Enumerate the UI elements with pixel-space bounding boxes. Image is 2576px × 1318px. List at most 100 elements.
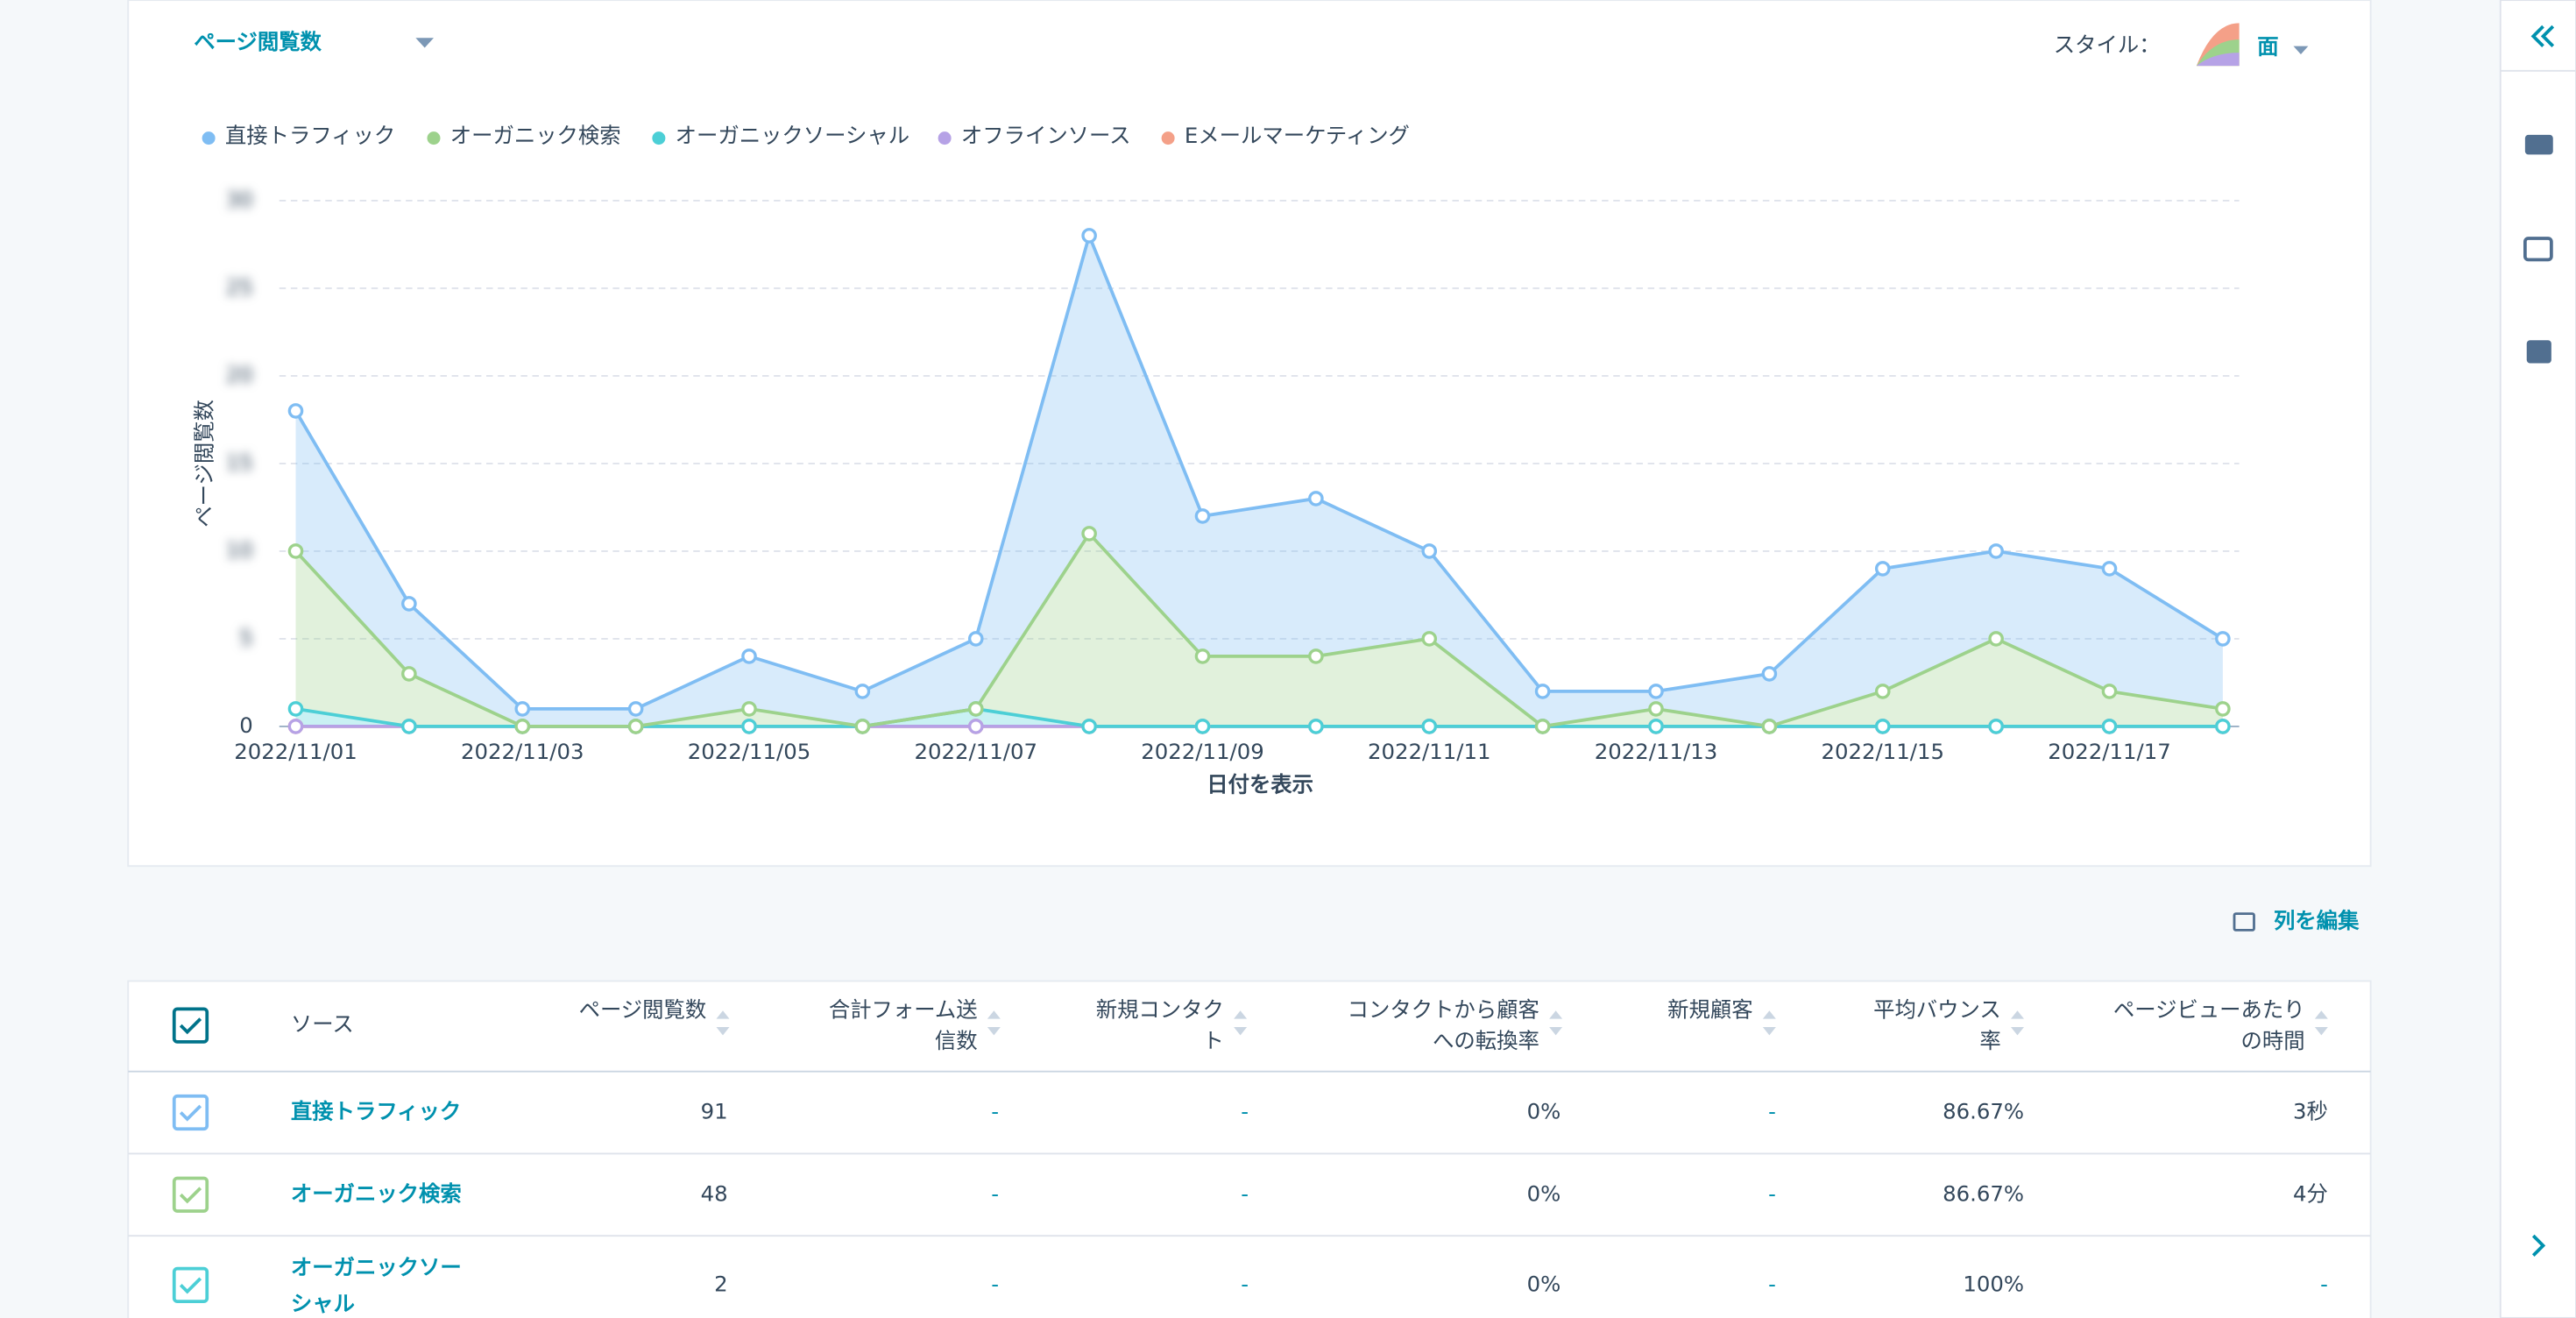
data-point — [1534, 719, 1551, 734]
x-tick-label: 2022/11/01 — [234, 739, 357, 764]
data-point — [287, 543, 304, 559]
data-point — [287, 403, 304, 419]
data-point — [2215, 719, 2231, 734]
data-point — [1421, 543, 1438, 559]
y-tick-label: 15 — [226, 450, 253, 475]
data-point — [1308, 491, 1324, 507]
table-cell: - — [1241, 1099, 1249, 1124]
table-cell: - — [1768, 1099, 1776, 1124]
data-point — [1194, 648, 1211, 664]
source-name[interactable]: オーガニック検索 — [291, 1180, 462, 1206]
table-cell: - — [991, 1099, 999, 1124]
window-icon[interactable] — [2523, 237, 2553, 262]
column-header: コンタクトから顧客 — [1348, 996, 1539, 1022]
legend-dot — [938, 131, 952, 145]
legend-label: Eメールマーケティング — [1185, 123, 1410, 148]
x-tick-label: 2022/11/15 — [1822, 739, 1944, 764]
data-point — [2215, 701, 2231, 717]
source-name[interactable]: シャル — [291, 1291, 355, 1316]
data-point — [2101, 719, 2118, 734]
x-tick-label: 2022/11/09 — [1141, 739, 1263, 764]
style-label: スタイル： — [2054, 32, 2161, 58]
data-point — [1648, 684, 1664, 699]
series-line — [294, 230, 2224, 711]
title-caret[interactable] — [415, 38, 434, 48]
table-cell: 86.67% — [1943, 1099, 2024, 1124]
table-cell: - — [1241, 1180, 1249, 1206]
table-cell: 48 — [701, 1180, 728, 1206]
legend-label: オーガニックソーシャル — [676, 123, 909, 148]
expand-icon[interactable] — [2531, 1234, 2546, 1257]
table-cell: 91 — [701, 1099, 728, 1124]
row-checkbox[interactable] — [172, 1176, 209, 1213]
data-point — [514, 701, 531, 717]
column-header: 合計フォーム送 — [829, 996, 978, 1022]
source-name[interactable]: オーガニックソー — [291, 1255, 462, 1280]
data-point — [514, 719, 531, 734]
data-point — [627, 701, 644, 717]
table-card — [127, 980, 2372, 1318]
row-checkbox[interactable] — [172, 1266, 209, 1303]
row-checkbox[interactable] — [172, 1094, 209, 1131]
header-checkbox[interactable] — [172, 1007, 209, 1044]
data-point — [1421, 719, 1438, 734]
data-point — [287, 701, 304, 717]
column-header: 新規コンタク — [1096, 996, 1224, 1022]
data-point — [1988, 719, 2004, 734]
source-name[interactable]: 直接トラフィック — [291, 1099, 461, 1124]
column-header: 率 — [1979, 1028, 2000, 1053]
table-cell: 3秒 — [2293, 1099, 2328, 1124]
style-caret[interactable] — [2293, 46, 2309, 54]
y-tick-label: 5 — [239, 625, 253, 650]
data-point — [967, 719, 984, 734]
table-cell: 0% — [1527, 1099, 1561, 1124]
table-cell: 0% — [1527, 1271, 1561, 1296]
collapse-icon[interactable] — [2530, 25, 2555, 47]
data-point — [2101, 561, 2118, 577]
sort-arrows — [1549, 1010, 1563, 1036]
data-point — [1308, 648, 1324, 664]
legend-dot — [427, 131, 441, 145]
column-header: ト — [1203, 1028, 1224, 1053]
data-point — [741, 719, 757, 734]
x-tick-label: 2022/11/13 — [1595, 739, 1717, 764]
data-point — [967, 631, 984, 647]
chat-icon[interactable] — [2524, 134, 2553, 155]
data-point — [1308, 719, 1324, 734]
calendar-icon[interactable] — [2526, 340, 2551, 364]
table-cell: - — [1768, 1271, 1776, 1296]
sort-arrows — [1762, 1010, 1776, 1036]
data-point — [401, 666, 417, 682]
area-fill — [295, 533, 2223, 726]
column-header: ページビューあたり — [2113, 996, 2305, 1022]
row-checkbox-check — [179, 1104, 202, 1122]
y-tick-label: 0 — [239, 712, 253, 738]
chart-title[interactable]: ページ閲覧数 — [194, 29, 322, 54]
data-point — [1874, 561, 1891, 577]
data-point — [1988, 631, 2004, 647]
data-point — [854, 719, 871, 734]
style-value[interactable]: 面 — [2257, 34, 2278, 60]
legend-dot — [202, 131, 216, 145]
x-tick-label: 2022/11/17 — [2048, 739, 2170, 764]
x-tick-label: 2022/11/03 — [461, 739, 584, 764]
sidebar — [2499, 0, 2576, 1318]
data-point — [1648, 701, 1664, 717]
row-checkbox-check — [179, 1187, 202, 1204]
y-tick-label: 30 — [226, 187, 253, 212]
table-cell: 0% — [1527, 1180, 1561, 1206]
data-point — [741, 701, 757, 717]
sort-arrows — [987, 1010, 1001, 1036]
edit-columns[interactable]: 列を編集 — [2274, 908, 2360, 933]
sort-arrows — [716, 1010, 730, 1036]
column-header: への転換率 — [1433, 1028, 1539, 1053]
sort-arrows — [1234, 1010, 1248, 1036]
data-point — [1988, 543, 2004, 559]
y-axis-label: ページ閲覧数 — [191, 400, 216, 528]
table-cell: - — [991, 1271, 999, 1296]
data-point — [1761, 719, 1778, 734]
sort-arrows — [2314, 1010, 2328, 1036]
edit-columns-icon[interactable] — [2233, 912, 2255, 932]
series-line — [294, 530, 2224, 728]
